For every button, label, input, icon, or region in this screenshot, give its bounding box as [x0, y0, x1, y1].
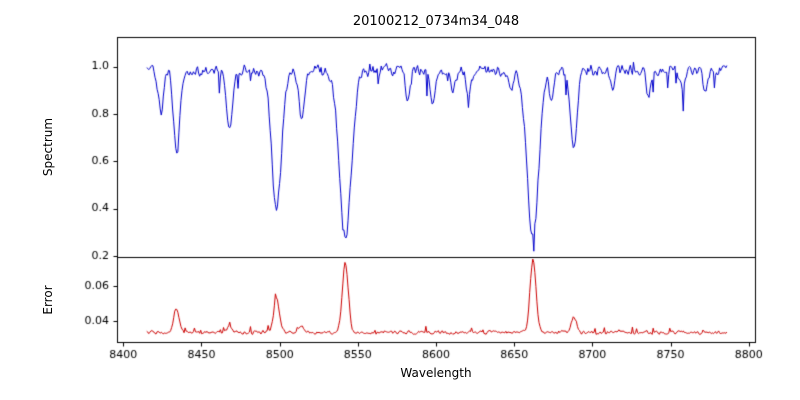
chart-title: 20100212_0734m34_048 — [352, 14, 520, 29]
error-y-axis-label: Error — [41, 285, 55, 315]
spectrum-y-axis-label: Spectrum — [41, 117, 55, 177]
x-axis-label: Wavelength — [400, 366, 472, 380]
